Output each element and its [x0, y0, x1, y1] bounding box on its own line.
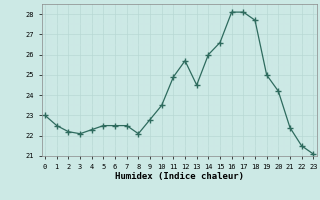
X-axis label: Humidex (Indice chaleur): Humidex (Indice chaleur): [115, 172, 244, 181]
